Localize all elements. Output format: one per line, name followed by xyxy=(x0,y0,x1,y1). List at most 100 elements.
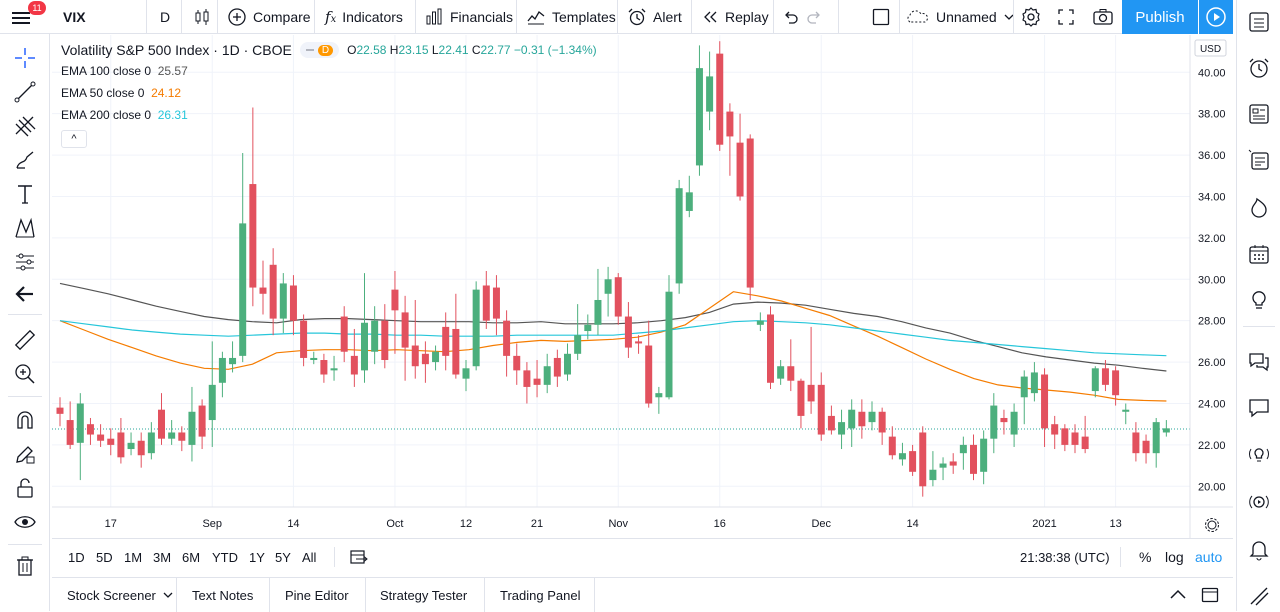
settings-button[interactable] xyxy=(1020,0,1042,34)
range-3m[interactable]: 3M xyxy=(153,549,172,565)
pattern-tool[interactable] xyxy=(9,212,41,244)
candle-down xyxy=(442,312,450,371)
live-streams-button[interactable] xyxy=(1243,486,1275,518)
tab-pine-editor[interactable]: Pine Editor xyxy=(285,587,349,603)
candle-body xyxy=(817,384,825,435)
prediction-tool[interactable] xyxy=(9,246,41,278)
streams-button[interactable] xyxy=(1243,438,1275,470)
candle-up xyxy=(848,399,856,447)
maximize-panel-button[interactable] xyxy=(1200,578,1220,612)
price-chart[interactable]: 40.00 38.00 36.00 34.00 32.00 30.00 28.00 26.00… xyxy=(52,35,1233,538)
redo-button[interactable] xyxy=(806,0,824,34)
chats-button[interactable] xyxy=(1243,346,1275,378)
range-5y[interactable]: 5Y xyxy=(275,549,291,565)
remove-drawings-tool[interactable] xyxy=(9,550,41,582)
candle-body xyxy=(513,355,521,371)
symbol-title[interactable]: Volatility S&P 500 Index · 1D · CBOE xyxy=(61,42,292,58)
candle-body xyxy=(614,277,622,317)
hotlists-button[interactable] xyxy=(1243,192,1275,224)
menu-button[interactable] xyxy=(10,0,32,34)
tools-button[interactable] xyxy=(1243,580,1275,612)
zoom-tool[interactable] xyxy=(9,358,41,390)
candle-body xyxy=(848,409,856,429)
hide-drawings-tool[interactable] xyxy=(9,506,41,538)
top-toolbar: 11 VIX D Compare fx Indicators Financial… xyxy=(0,0,1233,34)
auto-toggle[interactable]: auto xyxy=(1195,549,1223,565)
select-layout-checkbox[interactable] xyxy=(871,0,891,34)
publish-button[interactable]: Publish xyxy=(1122,0,1198,34)
range-all[interactable]: All xyxy=(302,549,317,565)
candle-body xyxy=(553,357,561,377)
financials-button[interactable]: Financials xyxy=(424,0,513,34)
ideas-button[interactable] xyxy=(1243,284,1275,316)
tab-trading-panel[interactable]: Trading Panel xyxy=(500,587,581,603)
candle-body xyxy=(249,184,257,288)
ema100-legend[interactable]: EMA 100 close 0 25.57 xyxy=(61,64,188,78)
crosshair-tool[interactable] xyxy=(9,42,41,74)
compare-button[interactable]: Compare xyxy=(227,0,311,34)
trend-line-tool[interactable] xyxy=(9,76,41,108)
range-1d[interactable]: 1D xyxy=(68,549,85,565)
candle-body xyxy=(635,341,643,344)
currency-badge-box xyxy=(1194,39,1227,57)
pitchfork-tool[interactable] xyxy=(9,110,41,142)
lock-all-tool[interactable] xyxy=(9,472,41,504)
text-tool[interactable] xyxy=(9,178,41,210)
utc-clock[interactable]: 21:38:38 (UTC) xyxy=(1020,549,1110,565)
ema50-legend[interactable]: EMA 50 close 0 24.12 xyxy=(61,86,182,100)
candle-down xyxy=(1041,368,1049,447)
candle-down xyxy=(107,428,115,456)
range-6m[interactable]: 6M xyxy=(182,549,201,565)
gear-icon xyxy=(1022,7,1040,27)
candle-body xyxy=(503,320,511,356)
tab-stock-screener[interactable]: Stock Screener xyxy=(67,578,174,612)
chevron-down-icon xyxy=(163,592,173,598)
brush-tool[interactable] xyxy=(9,144,41,176)
symbol-search[interactable]: VIX xyxy=(63,9,86,25)
range-ytd[interactable]: YTD xyxy=(212,549,238,565)
log-toggle[interactable]: log xyxy=(1165,549,1184,565)
currency-label[interactable]: USD xyxy=(1200,44,1221,55)
percent-toggle[interactable]: % xyxy=(1139,549,1152,565)
goto-date-button[interactable] xyxy=(348,539,368,575)
play-menu-button[interactable] xyxy=(1198,0,1233,34)
notifications-button[interactable] xyxy=(1243,533,1275,565)
settings-gear-axis[interactable] xyxy=(1205,518,1219,532)
news-button[interactable] xyxy=(1243,98,1275,130)
lock-drawing-tool[interactable] xyxy=(9,438,41,470)
candle-body xyxy=(980,438,988,472)
candle-down xyxy=(970,434,977,481)
snapshot-button[interactable] xyxy=(1092,0,1114,34)
measure-tool[interactable] xyxy=(9,324,41,356)
templates-button[interactable]: Templates xyxy=(526,0,616,34)
interval-button[interactable]: D xyxy=(160,9,171,25)
alert-button[interactable]: Alert xyxy=(627,0,682,34)
fullscreen-button[interactable] xyxy=(1056,0,1076,34)
economic-calendar-button[interactable] xyxy=(1243,238,1275,270)
window-icon xyxy=(1201,587,1219,603)
range-5d[interactable]: 5D xyxy=(96,549,113,565)
calendar-button[interactable] xyxy=(1243,144,1275,176)
watchlist-button[interactable] xyxy=(1243,6,1275,38)
chart-style-button[interactable] xyxy=(192,0,212,34)
layout-name-button[interactable]: Unnamed xyxy=(904,0,1015,34)
replay-button[interactable]: Replay xyxy=(701,0,769,34)
range-1y[interactable]: 1Y xyxy=(249,549,265,565)
range-1m[interactable]: 1M xyxy=(124,549,143,565)
tab-text-notes[interactable]: Text Notes xyxy=(192,587,254,603)
messages-button[interactable] xyxy=(1243,392,1275,424)
magnet-tool[interactable] xyxy=(9,404,41,436)
ema200-legend[interactable]: EMA 200 close 0 26.31 xyxy=(61,108,188,122)
back-arrow-tool[interactable] xyxy=(9,278,41,310)
alerts-button[interactable] xyxy=(1243,52,1275,84)
undo-button[interactable] xyxy=(781,0,799,34)
candle-body xyxy=(939,463,947,468)
tab-strategy-tester[interactable]: Strategy Tester xyxy=(380,587,468,603)
time-tick-label: 12 xyxy=(460,518,472,530)
candle-body xyxy=(381,320,389,361)
indicators-button[interactable]: fx Indicators xyxy=(325,0,403,34)
legend-collapse-button[interactable]: ^ xyxy=(61,130,87,148)
collapse-panel-button[interactable] xyxy=(1168,578,1188,612)
candle-body xyxy=(239,223,247,356)
candle-body xyxy=(1071,432,1079,445)
